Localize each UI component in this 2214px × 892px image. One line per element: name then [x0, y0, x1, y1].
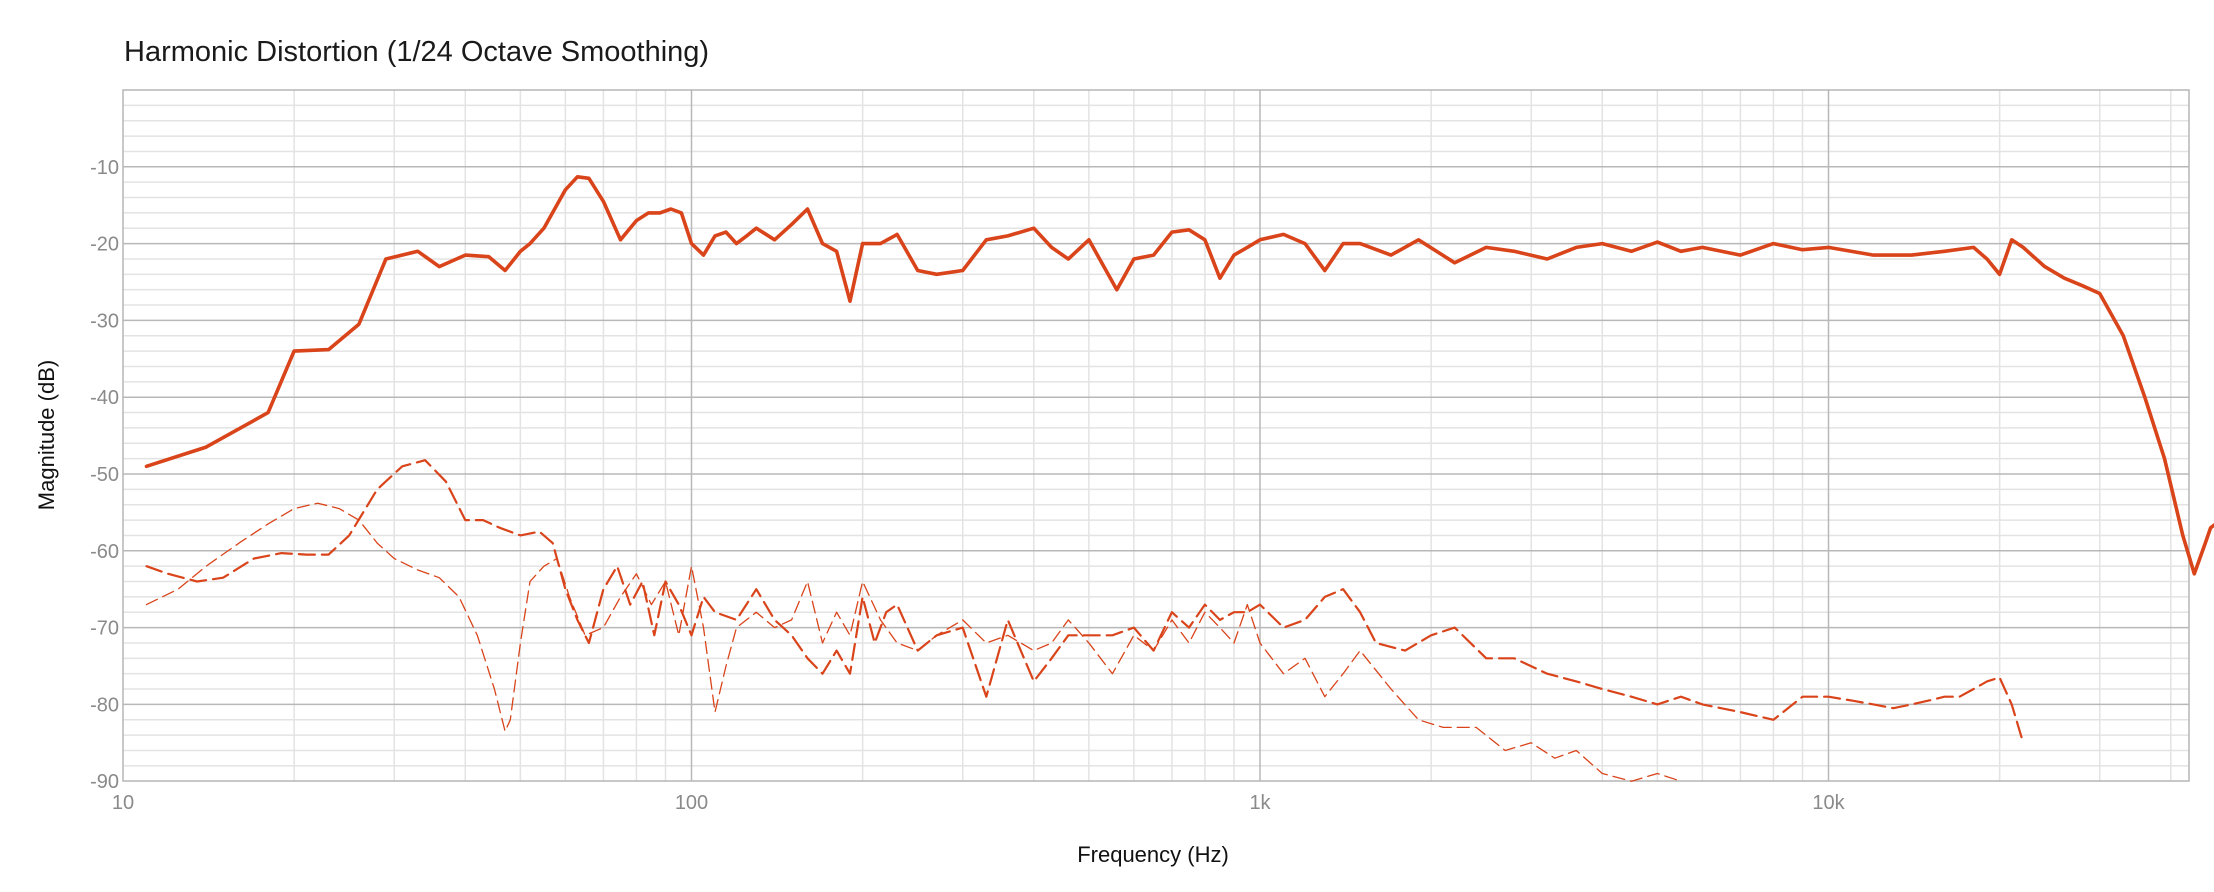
chart-subtitle: (1/24 Octave Smoothing) [386, 36, 710, 68]
minor-grid [123, 90, 2189, 781]
x-tick-label: 1k [1249, 792, 1271, 814]
series-layer [144, 175, 2214, 782]
x-axis-title: Frequency (Hz) [1077, 842, 1229, 867]
x-tick-label: 100 [675, 792, 708, 814]
y-tick-label: -70 [90, 618, 119, 640]
x-tick-label: 10 [112, 792, 134, 814]
y-tick-label: -90 [90, 771, 119, 793]
y-tick-labels: -10 -20 -30 -40 -50 -60 -70 -80 -90 [90, 157, 119, 793]
y-axis-title: Magnitude (dB) [34, 360, 59, 510]
y-tick-label: -60 [90, 541, 119, 563]
x-tick-label: 10k [1812, 792, 1845, 814]
y-tick-label: -10 [90, 157, 119, 179]
chart-title: Harmonic Distortion (1/24 Octave Smoothi… [124, 36, 709, 69]
major-grid [123, 90, 2189, 781]
y-tick-label: -80 [90, 694, 119, 716]
chart-title-main: Harmonic Distortion [124, 36, 379, 68]
y-tick-label: -30 [90, 310, 119, 332]
series-line-dashed-thin [145, 502, 1682, 782]
series-line-dashed [145, 459, 2025, 744]
y-tick-label: -20 [90, 234, 119, 256]
y-tick-label: -50 [90, 464, 119, 486]
y-tick-label: -40 [90, 387, 119, 409]
series-line-solid [144, 175, 2214, 576]
x-tick-labels: 10 100 1k 10k [112, 792, 1846, 814]
plot-frame [122, 89, 2190, 782]
